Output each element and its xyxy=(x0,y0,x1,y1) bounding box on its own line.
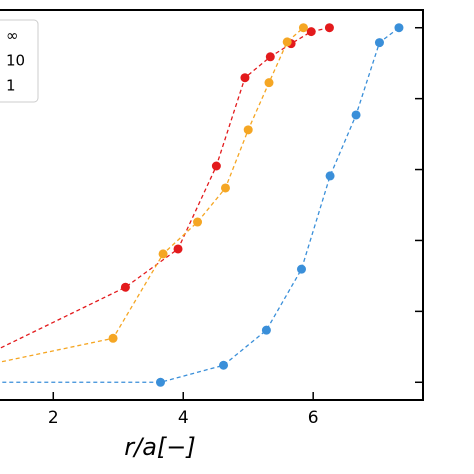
data-point xyxy=(264,78,274,88)
plot-area xyxy=(0,23,404,387)
x-tick-label: 2 xyxy=(48,408,59,428)
legend-label: 10 xyxy=(6,52,25,70)
legend-box xyxy=(0,19,39,103)
data-point xyxy=(296,264,306,274)
data-point xyxy=(108,333,118,343)
data-point xyxy=(220,183,230,193)
data-point xyxy=(158,249,168,259)
series-line xyxy=(0,27,400,383)
x-tick-label: 4 xyxy=(178,408,189,428)
data-point xyxy=(394,23,404,33)
data-point xyxy=(306,27,316,37)
data-point xyxy=(120,282,130,292)
data-point xyxy=(193,217,203,227)
data-point xyxy=(298,23,308,33)
data-point xyxy=(211,161,221,171)
legend: ∞ 10 1 xyxy=(0,19,39,103)
data-point xyxy=(155,377,165,387)
legend-label: ∞ xyxy=(6,27,19,45)
data-point xyxy=(282,37,292,47)
x-axis-label: r/a[−] xyxy=(124,433,196,461)
data-point xyxy=(351,110,361,120)
legend-label: 1 xyxy=(6,77,16,95)
data-point xyxy=(261,325,271,335)
series-line xyxy=(0,27,304,363)
data-point xyxy=(240,73,250,83)
data-point xyxy=(173,244,183,254)
x-tick-label: 6 xyxy=(308,408,319,428)
series-line xyxy=(0,27,330,349)
data-point xyxy=(219,360,229,370)
data-point xyxy=(243,125,253,135)
data-point xyxy=(324,23,334,33)
data-point xyxy=(325,171,335,181)
axes-frame xyxy=(0,9,424,401)
data-point xyxy=(265,52,275,62)
data-point xyxy=(374,38,384,48)
